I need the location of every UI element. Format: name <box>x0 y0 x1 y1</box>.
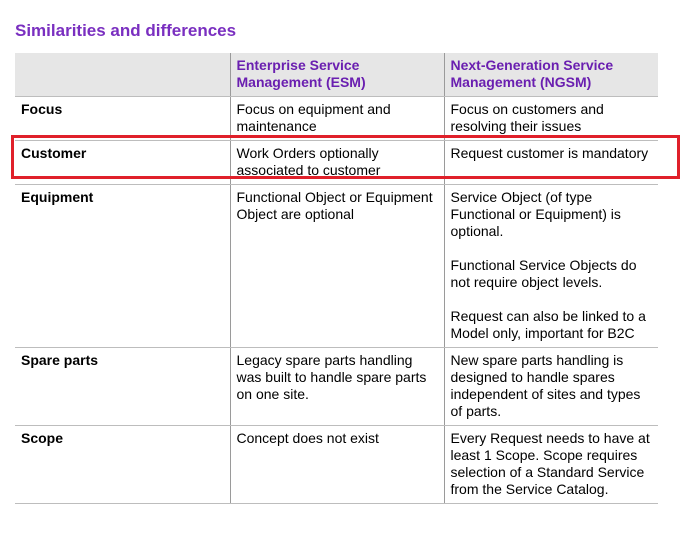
header-row: Enterprise Service Management (ESM) Next-… <box>15 53 658 97</box>
row-label: Equipment <box>15 184 230 348</box>
cell-text: Concept does not exist <box>236 430 379 446</box>
column-header: Next-Generation Service Management (NGSM… <box>443 53 658 97</box>
table-row: Customer Work Orders optionally associate… <box>15 140 658 185</box>
cell: Concept does not exist <box>229 425 444 504</box>
cell: Every Request needs to have at least 1 S… <box>443 425 658 504</box>
cell-text: Spare parts <box>21 352 99 368</box>
row-label: Focus <box>15 96 230 141</box>
column-header <box>15 53 230 97</box>
cell: Functional Object or Equipment Object ar… <box>229 184 444 348</box>
column-header: Enterprise Service Management (ESM) <box>229 53 444 97</box>
cell-text: Equipment <box>21 189 94 205</box>
cell: Focus on customers and resolving their i… <box>443 96 658 141</box>
cell-text: Customer <box>21 145 87 161</box>
title: Similarities and differences <box>15 21 237 40</box>
row-label: Customer <box>15 140 230 185</box>
cell-text: Functional Object or Equipment Object ar… <box>236 189 433 222</box>
comparison-table: Enterprise Service Management (ESM) Next-… <box>15 53 658 504</box>
cell: Service Object (of type Functional or Eq… <box>443 184 658 348</box>
cell-text: Scope <box>21 430 64 446</box>
cell: New spare parts handling is designed to … <box>443 347 658 426</box>
cell: Work Orders optionally associated to cus… <box>229 140 444 185</box>
cell-text: Work Orders optionally associated to cus… <box>236 145 381 178</box>
cell-text: Focus on customers and resolving their i… <box>450 101 604 134</box>
cell-text: Service Object (of type Functional or Eq… <box>450 189 621 239</box>
table-row: Scope Concept does not exist Every Request… <box>15 425 658 504</box>
cell-text: Functional Service Objects do not requir… <box>450 257 637 290</box>
table-row: Spare parts Legacy spare parts handling w… <box>15 347 658 426</box>
cell-text: Legacy spare parts handling was built to… <box>236 352 427 402</box>
cell: Focus on equipment and maintenance <box>229 96 444 141</box>
cell-text: Focus <box>21 101 63 117</box>
table-row: Focus Focus on equipment and maintenance F… <box>15 96 658 141</box>
cell-text: Request can also be linked to a Model on… <box>450 308 646 341</box>
cell-text: New spare parts handling is designed to … <box>450 352 641 419</box>
cell-text: Focus on equipment and maintenance <box>236 101 391 134</box>
table-row: Equipment Functional Object or Equipment … <box>15 184 658 348</box>
cell-text: Every Request needs to have at least 1 S… <box>450 430 650 497</box>
row-label: Scope <box>15 425 230 504</box>
cell: Request customer is mandatory <box>443 140 658 185</box>
cell-text: Request customer is mandatory <box>450 145 649 161</box>
cell: Legacy spare parts handling was built to… <box>229 347 444 426</box>
row-label: Spare parts <box>15 347 230 426</box>
